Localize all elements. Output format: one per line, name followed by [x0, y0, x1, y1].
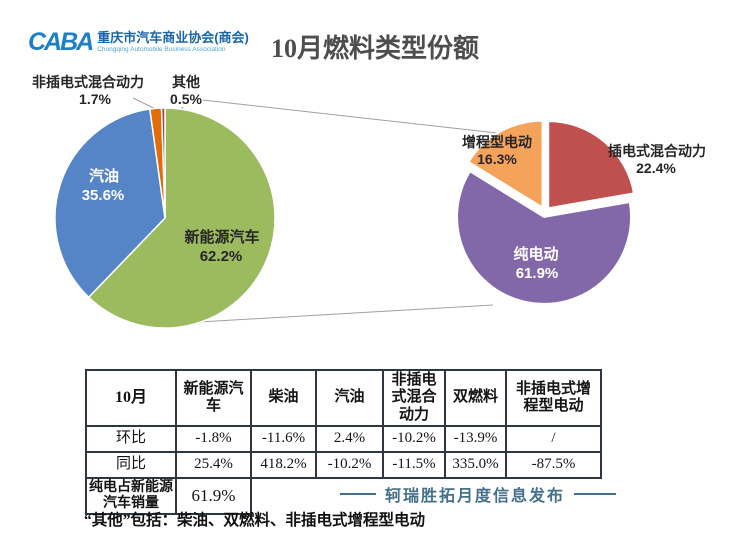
pct-nev: 62.2%: [200, 248, 243, 265]
header-diesel: 柴油: [250, 369, 317, 427]
table-cell: 418.2%: [250, 450, 317, 479]
pie-fuel-type: [54, 107, 276, 329]
header-month: 10月: [85, 369, 177, 427]
header-nphev: 非插电式混合动力: [382, 369, 446, 427]
logo: CABA 重庆市汽车商业协会(商会) Chongqing Automobile …: [28, 30, 249, 55]
page-title: 10月燃料类型份额: [270, 34, 480, 63]
label-other: 其他: [172, 74, 200, 90]
fuel-share-pie-charts: 非插电式混合动力 1.7% 其他 0.5% 汽油 35.6% 新能源汽车 62.…: [32, 74, 706, 329]
pie-slice-新能源汽车: [87, 107, 276, 329]
publisher-label: 轲瑞胜拓月度信息发布: [385, 488, 566, 505]
publisher-footer: 轲瑞胜拓月度信息发布: [340, 482, 617, 506]
pct-nphev: 1.7%: [79, 91, 111, 107]
table-cell: -11.6%: [250, 424, 317, 453]
table-cell: -10.2%: [382, 424, 446, 453]
pie-slice-汽油: [54, 108, 166, 298]
table-cell: -10.2%: [315, 450, 384, 479]
table-cell: -87.5%: [505, 450, 602, 479]
pct-erev: 16.3%: [477, 151, 517, 167]
pct-other: 0.5%: [170, 91, 202, 107]
series-line-top: [202, 99, 498, 134]
table-row-yoy: 同比 25.4% 418.2% -10.2% -11.5% 335.0% -87…: [85, 450, 602, 479]
pct-phev: 22.4%: [636, 160, 676, 176]
caba-logo-mark: CABA: [28, 28, 94, 56]
header-gasoline: 汽油: [315, 369, 384, 427]
label-gasoline: 汽油: [89, 167, 119, 185]
pie-slice-插电式混合动力: [547, 120, 635, 210]
label-nev: 新能源汽车: [184, 228, 259, 246]
row-label-yoy: 同比: [85, 450, 177, 479]
table-cell: -11.5%: [382, 450, 446, 479]
pie-slice-其他: [160, 107, 166, 219]
logo-name-en: Chongqing Automobile Business Associatio…: [97, 46, 226, 54]
label-nphev: 非插电式混合动力: [32, 74, 144, 90]
footer-rule-left: [340, 493, 376, 495]
series-line-bottom: [198, 304, 494, 323]
table-cell: /: [505, 424, 602, 453]
logo-names: 重庆市汽车商业协会(商会) Chongqing Automobile Busin…: [97, 30, 249, 54]
logo-name-cn: 重庆市汽车商业协会(商会): [97, 30, 249, 46]
label-erev: 增程型电动: [462, 134, 532, 150]
header-np-erev: 非插电式增程型电动: [505, 369, 602, 427]
mom-yoy-table: 10月 新能源汽车 柴油 汽油 非插电式混合动力 双燃料 非插电式增程型电动 环…: [85, 369, 602, 515]
pie-nev-breakdown: [456, 119, 635, 305]
table-header-row: 10月 新能源汽车 柴油 汽油 非插电式混合动力 双燃料 非插电式增程型电动: [85, 369, 602, 427]
header-dualfuel: 双燃料: [444, 369, 507, 427]
bev-share-value: 61.9%: [175, 476, 252, 515]
table-cell: -1.8%: [175, 424, 252, 453]
table-cell: 25.4%: [175, 450, 252, 479]
table-cell: 2.4%: [315, 424, 384, 453]
pie-slice-增程型电动: [467, 119, 544, 209]
other-definition-note: “其他”包括：柴油、双燃料、非插电式增程型电动: [84, 512, 426, 529]
pie-slice-纯电动: [456, 170, 633, 305]
header-nev: 新能源汽车: [175, 369, 252, 427]
table-cell: -13.9%: [444, 424, 507, 453]
table-cell: 335.0%: [444, 450, 507, 479]
label-bev: 纯电动: [513, 245, 558, 263]
pct-gasoline: 35.6%: [82, 187, 125, 204]
table-row-bev-share: 纯电占新能源汽车销量 61.9%: [85, 476, 601, 515]
row-label-bev-share: 纯电占新能源汽车销量: [85, 476, 177, 515]
footer-rule-right: [574, 493, 617, 495]
table-row-mom: 环比 -1.8% -11.6% 2.4% -10.2% -13.9% /: [85, 424, 602, 453]
pct-bev: 61.9%: [516, 265, 559, 282]
label-phev: 插电式混合动力: [608, 143, 706, 159]
row-label-mom: 环比: [85, 424, 177, 453]
